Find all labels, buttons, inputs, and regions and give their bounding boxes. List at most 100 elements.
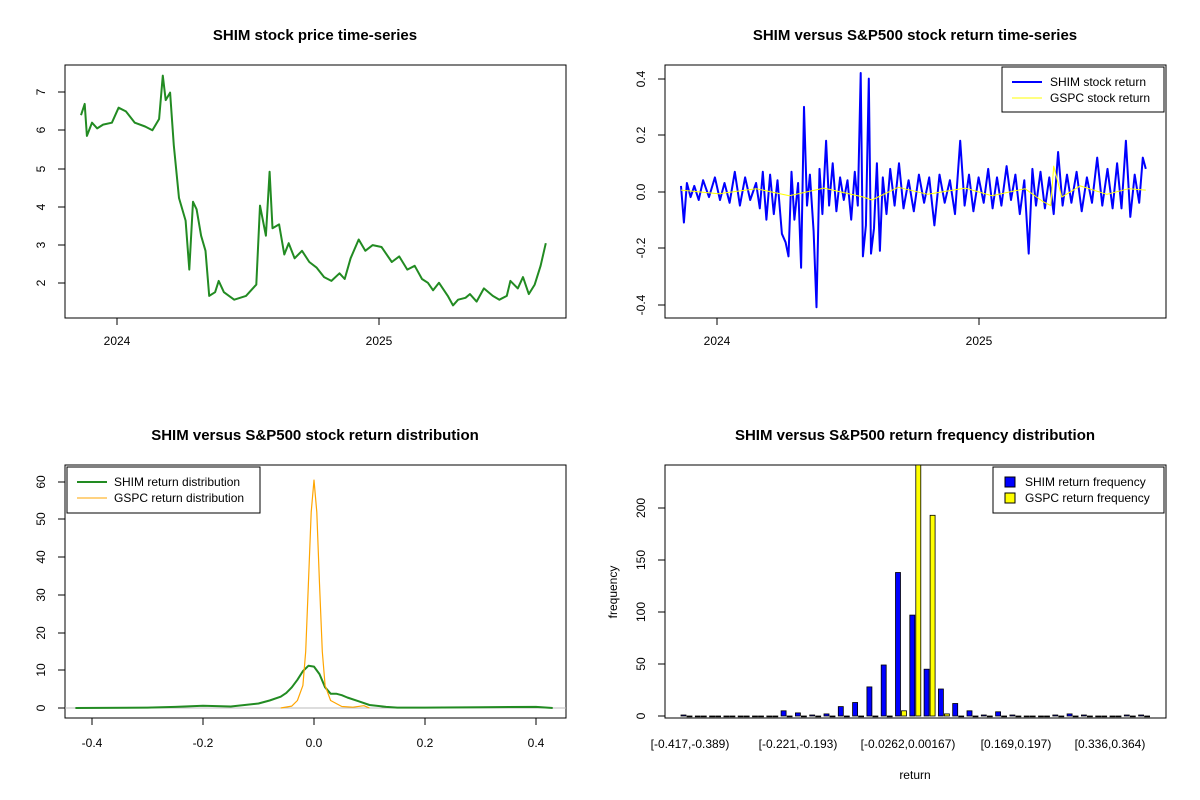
- hist-bar-shim: [923, 668, 930, 717]
- price-series-group: [80, 74, 547, 307]
- hist-bar-gspc: [843, 715, 850, 718]
- price-x-tick-label: 2024: [104, 334, 131, 348]
- hist-y-tick-label: 0: [634, 712, 648, 719]
- returns-ts-legend-label-gspc: GSPC stock return: [1050, 91, 1150, 105]
- density-legend: SHIM return distribution GSPC return dis…: [66, 466, 261, 514]
- hist-x-tick-label: [-0.417,-0.389): [651, 737, 730, 751]
- hist-bar-shim: [737, 715, 744, 718]
- returns-ts-series-group: [680, 72, 1147, 309]
- density-plot-frame: [64, 464, 567, 719]
- hist-bar-gspc: [1129, 715, 1136, 718]
- density-series-gspc: [280, 479, 370, 709]
- hist-bar-gspc: [700, 715, 707, 718]
- density-y-tick-label: 50: [34, 512, 48, 526]
- hist-bar-gspc: [743, 715, 750, 718]
- hist-bar-shim: [837, 706, 844, 717]
- returns-ts-legend-box: [1001, 66, 1165, 113]
- hist-bar-shim: [795, 712, 801, 717]
- hist-y-tick-label: 200: [634, 498, 648, 518]
- density-axes: -0.4 -0.2 0.0 0.2 0.4 0 10 20 30 40 50 6…: [34, 475, 545, 750]
- density-series-group: [65, 479, 566, 709]
- hist-legend: SHIM return frequency GSPC return freque…: [992, 466, 1165, 514]
- hist-bar-shim: [1052, 714, 1059, 717]
- returns-ts-legend: SHIM stock return GSPC stock return: [1001, 66, 1165, 113]
- returns-ts-chart: SHIM versus S&P500 stock return time-ser…: [634, 27, 1167, 348]
- hist-bar-gspc: [858, 715, 864, 718]
- hist-bar-shim: [995, 711, 1001, 717]
- hist-y-axis-label: frequency: [606, 566, 620, 619]
- hist-legend-label-gspc: GSPC return frequency: [1025, 491, 1150, 505]
- hist-bar-shim: [1123, 714, 1130, 717]
- hist-bar-gspc: [1029, 715, 1036, 718]
- hist-bar-gspc: [1101, 715, 1108, 718]
- hist-bar-shim: [809, 714, 816, 717]
- hist-bar-shim: [780, 710, 787, 717]
- hist-bar-gspc: [1087, 715, 1093, 718]
- hist-bar-shim: [1138, 714, 1144, 717]
- hist-bar-shim: [952, 703, 959, 717]
- density-x-tick-label: 0.4: [528, 736, 545, 750]
- hist-bar-shim: [966, 710, 973, 717]
- returns-ts-chart-title: SHIM versus S&P500 stock return time-ser…: [753, 27, 1077, 44]
- price-y-tick-label: 3: [34, 241, 48, 248]
- hist-bar-shim: [694, 715, 701, 718]
- density-y-tick-label: 60: [34, 475, 48, 489]
- hist-bar-shim: [880, 664, 887, 717]
- density-legend-box: [66, 466, 261, 514]
- hist-bar-shim: [1023, 715, 1030, 718]
- density-y-tick-label: 20: [34, 626, 48, 640]
- hist-bar-shim: [752, 715, 758, 718]
- returns-ts-y-tick-label: 0.0: [634, 183, 648, 200]
- hist-bar-gspc: [944, 713, 950, 717]
- density-y-tick-label: 10: [34, 663, 48, 677]
- density-chart: SHIM versus S&P500 stock return distribu…: [34, 427, 567, 750]
- hist-bar-gspc: [1001, 715, 1007, 718]
- hist-bar-gspc: [929, 514, 936, 717]
- hist-bar-gspc: [901, 710, 907, 717]
- hist-x-tick-label: [0.336,0.364): [1075, 737, 1146, 751]
- hist-bar-shim: [1066, 713, 1073, 717]
- hist-bar-shim: [723, 715, 730, 718]
- hist-bar-shim: [1009, 714, 1016, 717]
- hist-bar-gspc: [1015, 715, 1022, 718]
- price-axes: 2024 2025 2 3 4 5 6 7: [34, 88, 393, 348]
- hist-bar-shim: [852, 702, 858, 717]
- hist-bar-shim: [1038, 715, 1044, 718]
- hist-bar-gspc: [786, 715, 793, 718]
- hist-y-tick-label: 150: [634, 550, 648, 570]
- density-series-shim: [75, 664, 553, 709]
- price-chart: SHIM stock price time-series 2024 2025 2…: [34, 27, 567, 348]
- hist-chart: SHIM versus S&P500 return frequency dist…: [606, 427, 1167, 782]
- hist-bar-shim: [823, 713, 830, 717]
- hist-bar-shim: [938, 688, 944, 717]
- hist-legend-swatch-gspc: [1004, 492, 1016, 504]
- price-chart-title: SHIM stock price time-series: [213, 27, 417, 44]
- density-x-tick-label: 0.0: [306, 736, 323, 750]
- density-y-tick-label: 40: [34, 550, 48, 564]
- hist-bar-gspc: [1044, 715, 1050, 718]
- hist-bar-gspc: [1058, 715, 1065, 718]
- price-y-tick-label: 2: [34, 279, 48, 286]
- returns-ts-y-tick-label: 0.4: [634, 70, 648, 87]
- density-legend-label-gspc: GSPC return distribution: [114, 491, 244, 505]
- hist-x-tick-label: [-0.0262,0.00167): [861, 737, 956, 751]
- hist-bar-shim: [1095, 715, 1102, 718]
- hist-bar-gspc: [829, 715, 836, 718]
- hist-legend-swatch-shim: [1004, 476, 1016, 488]
- hist-bar-gspc: [1144, 715, 1150, 718]
- price-y-tick-label: 7: [34, 88, 48, 95]
- density-legend-label-shim: SHIM return distribution: [114, 475, 240, 489]
- price-plot-frame: [64, 64, 567, 319]
- price-series-line: [80, 74, 547, 307]
- hist-chart-title: SHIM versus S&P500 return frequency dist…: [735, 427, 1095, 444]
- hist-legend-box: [992, 466, 1165, 514]
- hist-y-tick-label: 50: [634, 657, 648, 671]
- hist-y-tick-label: 100: [634, 602, 648, 622]
- price-x-tick-label: 2025: [366, 334, 393, 348]
- hist-bar-gspc: [686, 715, 693, 718]
- returns-ts-y-tick-label: 0.2: [634, 126, 648, 143]
- returns-ts-x-tick-label: 2025: [966, 334, 993, 348]
- density-x-tick-label: -0.2: [193, 736, 214, 750]
- price-y-tick-label: 4: [34, 203, 48, 210]
